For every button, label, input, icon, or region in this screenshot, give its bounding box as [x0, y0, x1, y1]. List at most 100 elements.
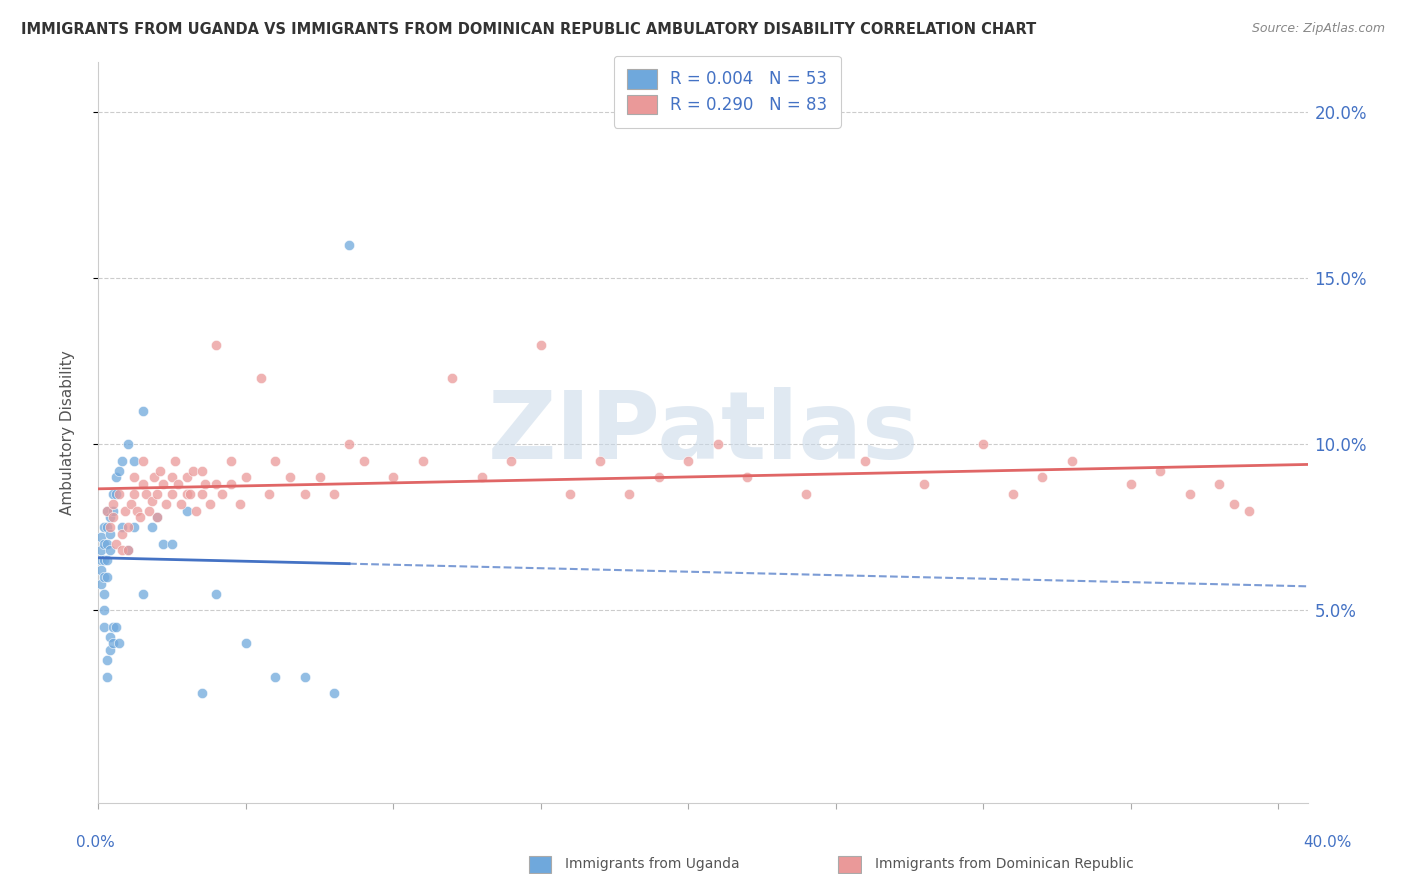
Point: [176, 487, 198, 501]
Point: [1031, 470, 1053, 484]
Point: [146, 487, 169, 501]
Point: [249, 371, 271, 385]
Point: [219, 454, 242, 468]
Point: [853, 454, 876, 468]
Point: [138, 503, 160, 517]
Point: [96, 520, 118, 534]
Point: [101, 510, 124, 524]
Point: [353, 454, 375, 468]
Point: [912, 477, 935, 491]
Point: [294, 670, 316, 684]
Point: [1237, 503, 1260, 517]
Point: [131, 477, 153, 491]
Point: [412, 454, 434, 468]
Point: [1208, 477, 1230, 491]
Point: [589, 454, 612, 468]
Point: [337, 238, 360, 252]
Text: Immigrants from Dominican Republic: Immigrants from Dominican Republic: [875, 857, 1133, 871]
Point: [111, 543, 134, 558]
Point: [111, 527, 134, 541]
Point: [117, 437, 139, 451]
Point: [194, 477, 217, 491]
Point: [264, 454, 287, 468]
Point: [122, 454, 145, 468]
Point: [90, 576, 112, 591]
Point: [96, 503, 118, 517]
Point: [160, 487, 183, 501]
Point: [101, 487, 124, 501]
Point: [155, 497, 177, 511]
Point: [141, 493, 163, 508]
Point: [96, 653, 118, 667]
Point: [229, 497, 252, 511]
Point: [141, 520, 163, 534]
Point: [117, 543, 139, 558]
Point: [93, 620, 115, 634]
Point: [96, 537, 118, 551]
Point: [122, 487, 145, 501]
Point: [530, 337, 553, 351]
Point: [219, 477, 242, 491]
Point: [648, 470, 671, 484]
Point: [441, 371, 464, 385]
Point: [98, 520, 121, 534]
Point: [706, 437, 728, 451]
Point: [501, 454, 523, 468]
Point: [149, 464, 172, 478]
Point: [111, 454, 134, 468]
Point: [205, 477, 228, 491]
Point: [96, 670, 118, 684]
Legend: R = 0.004   N = 53, R = 0.290   N = 83: R = 0.004 N = 53, R = 0.290 N = 83: [613, 56, 841, 128]
Point: [98, 543, 121, 558]
Point: [93, 520, 115, 534]
Point: [96, 553, 118, 567]
Point: [105, 620, 128, 634]
Point: [117, 520, 139, 534]
Point: [170, 497, 193, 511]
Point: [1149, 464, 1171, 478]
Point: [143, 470, 166, 484]
Point: [152, 537, 174, 551]
Point: [259, 487, 281, 501]
Point: [152, 477, 174, 491]
Point: [1060, 454, 1083, 468]
Point: [131, 404, 153, 418]
Point: [146, 510, 169, 524]
Point: [90, 563, 112, 577]
Point: [165, 454, 187, 468]
Point: [90, 543, 112, 558]
Point: [278, 470, 301, 484]
Point: [101, 503, 124, 517]
Text: IMMIGRANTS FROM UGANDA VS IMMIGRANTS FROM DOMINICAN REPUBLIC AMBULATORY DISABILI: IMMIGRANTS FROM UGANDA VS IMMIGRANTS FRO…: [21, 22, 1036, 37]
FancyBboxPatch shape: [529, 855, 551, 873]
Point: [98, 510, 121, 524]
Point: [972, 437, 994, 451]
Point: [190, 464, 212, 478]
Text: 0.0%: 0.0%: [76, 836, 115, 850]
Point: [96, 503, 118, 517]
Point: [105, 487, 128, 501]
Point: [90, 553, 112, 567]
Point: [1178, 487, 1201, 501]
Point: [111, 520, 134, 534]
Point: [205, 337, 228, 351]
Point: [235, 636, 257, 650]
Point: [190, 686, 212, 700]
Point: [382, 470, 405, 484]
Point: [117, 543, 139, 558]
Point: [108, 636, 131, 650]
Point: [108, 464, 131, 478]
Y-axis label: Ambulatory Disability: Ambulatory Disability: [60, 351, 75, 515]
Point: [181, 464, 204, 478]
Point: [1223, 497, 1246, 511]
Point: [167, 477, 190, 491]
Point: [96, 570, 118, 584]
Point: [471, 470, 494, 484]
Point: [678, 454, 700, 468]
Point: [122, 470, 145, 484]
Point: [98, 527, 121, 541]
Point: [308, 470, 330, 484]
Point: [264, 670, 287, 684]
Text: Immigrants from Uganda: Immigrants from Uganda: [565, 857, 740, 871]
Point: [131, 454, 153, 468]
